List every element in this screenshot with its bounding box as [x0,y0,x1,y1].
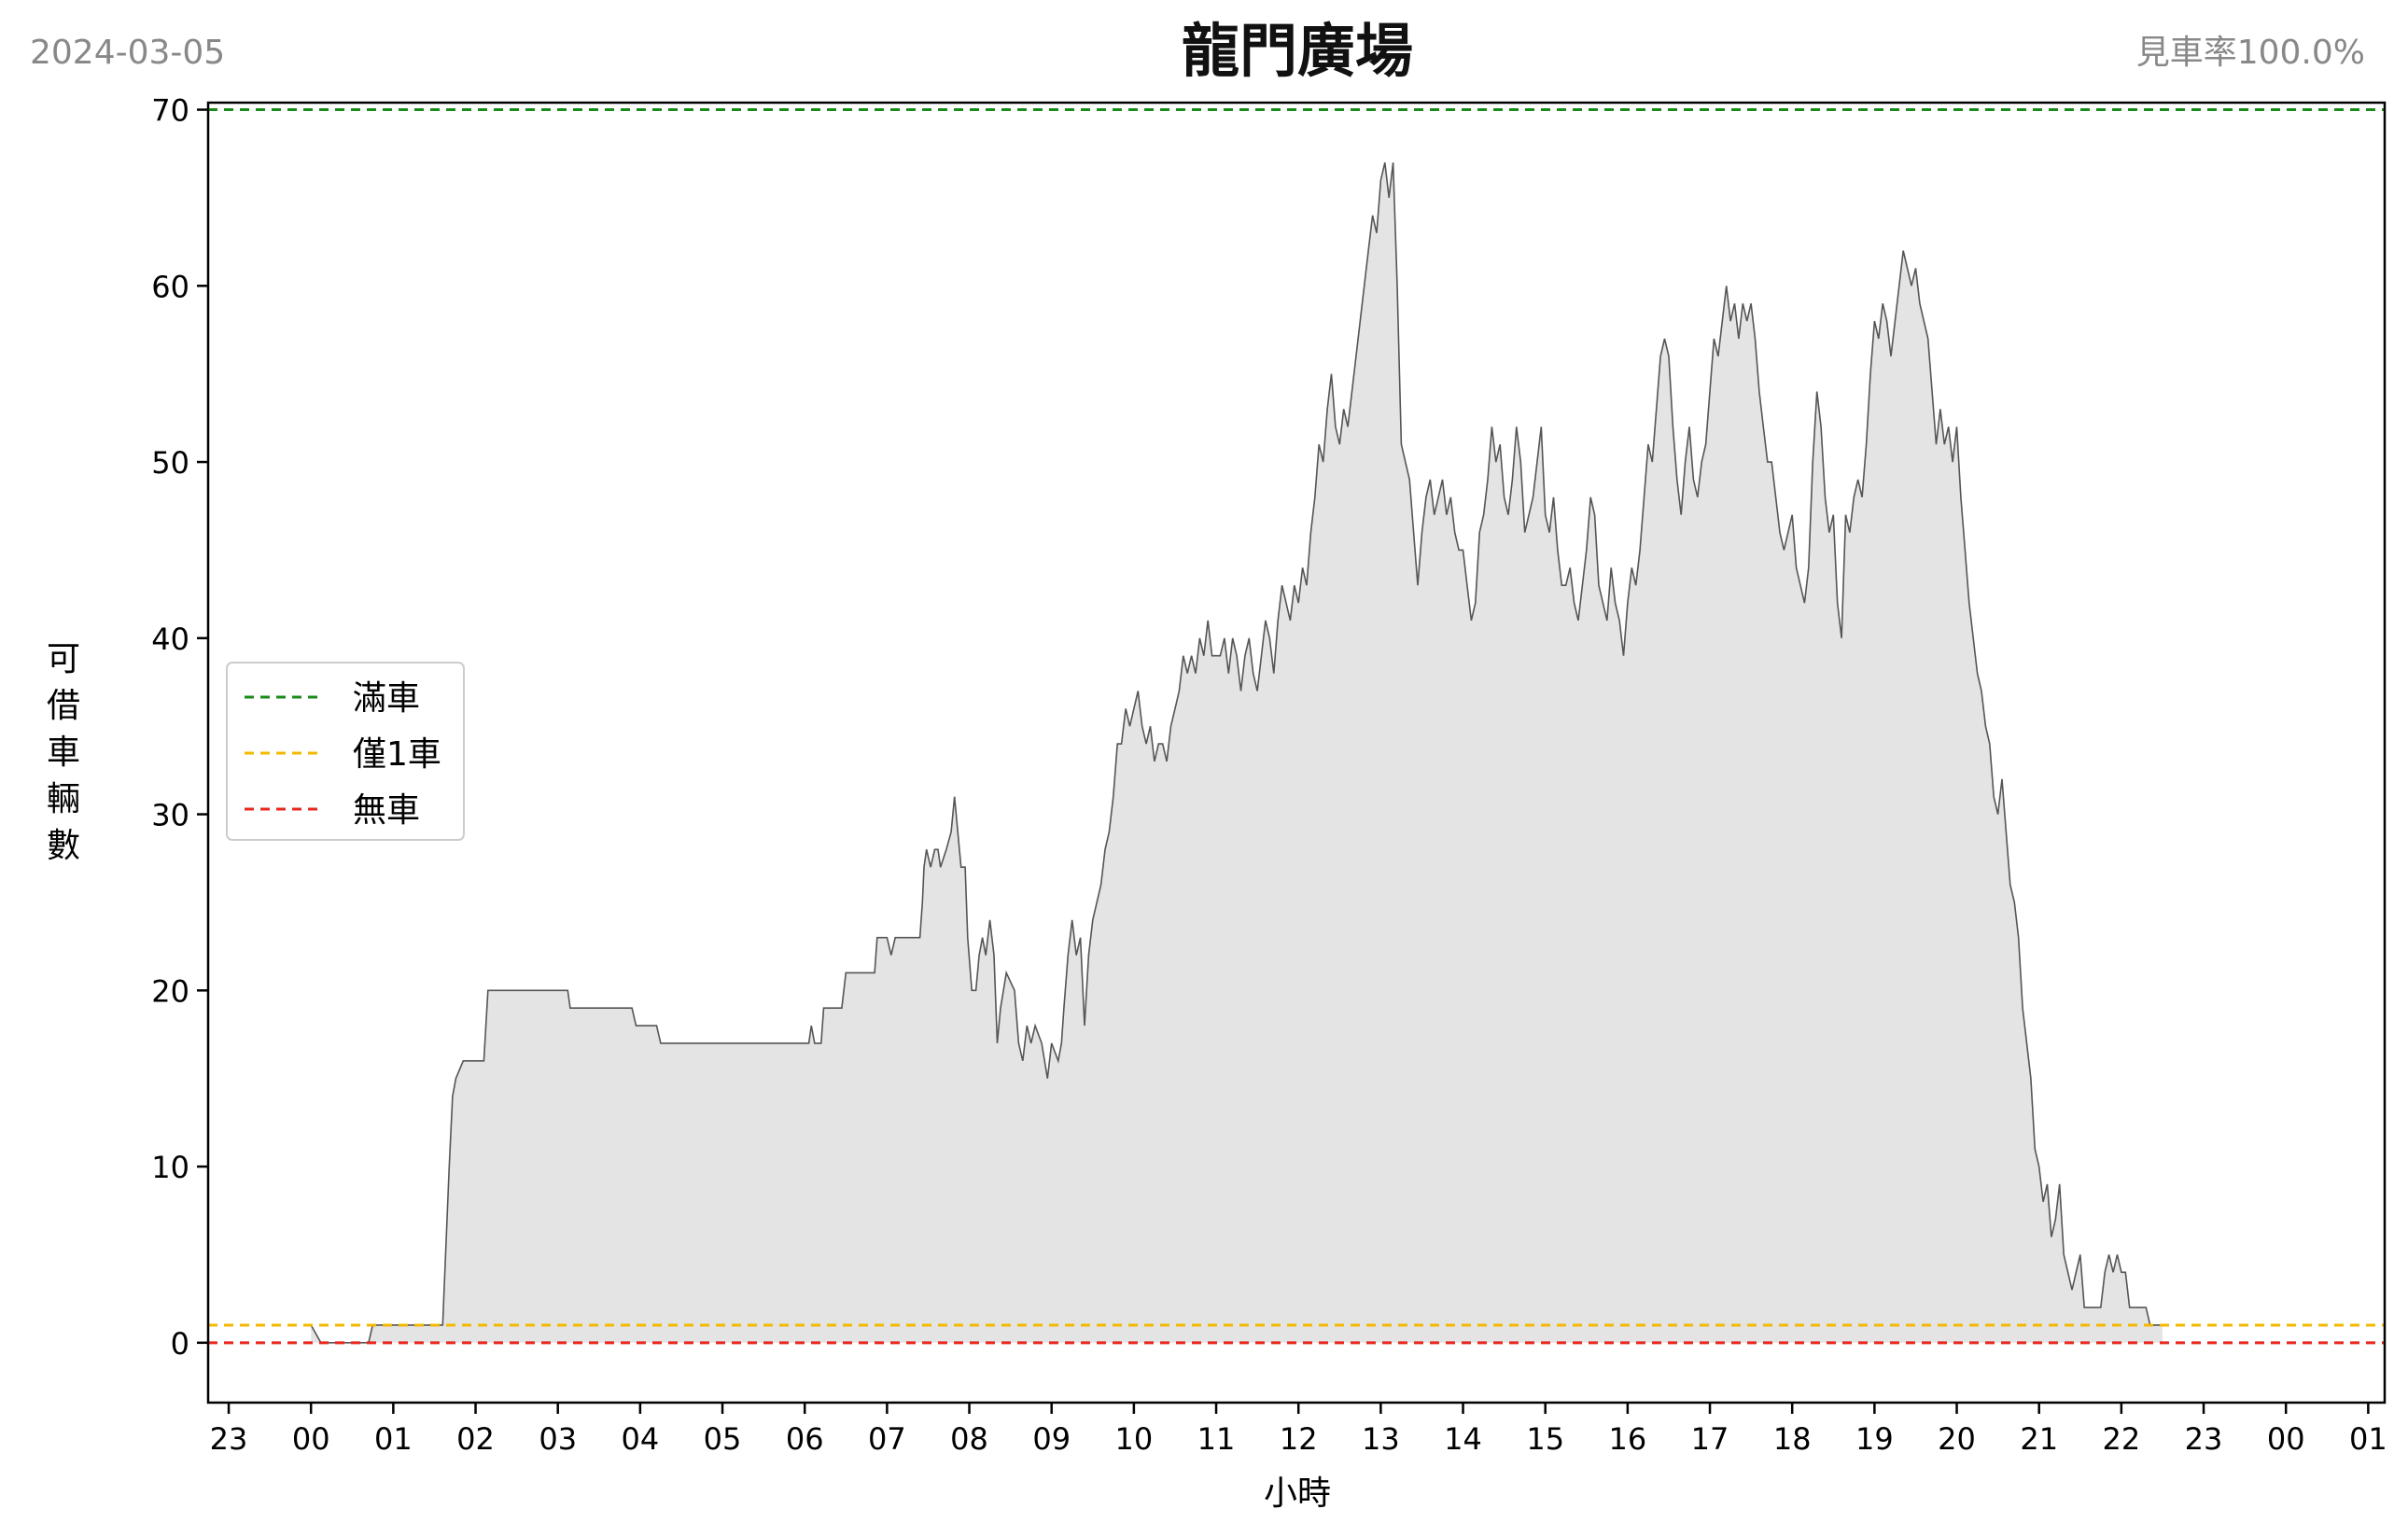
y-tick-label: 60 [151,269,189,304]
x-axis-label: 小時 [1264,1474,1331,1513]
x-tick-label: 00 [2267,1421,2305,1457]
legend-box [226,662,465,841]
x-tick-label: 13 [1362,1421,1400,1457]
y-tick-label: 50 [151,445,189,481]
y-tick-label: 40 [151,622,189,657]
x-tick-label: 07 [868,1421,906,1457]
x-tick-label: 05 [704,1421,742,1457]
y-axis-label-char: 借 [47,687,80,725]
x-tick-label: 06 [786,1421,824,1457]
x-tick-label: 17 [1691,1421,1729,1457]
legend-label-2: 無車 [353,791,420,830]
x-tick-label: 08 [950,1421,988,1457]
y-axis-label-char: 數 [47,827,80,865]
x-tick-label: 15 [1526,1421,1564,1457]
x-tick-label: 16 [1609,1421,1647,1457]
y-axis-label-char: 可 [47,640,80,678]
x-tick-label: 18 [1773,1421,1812,1457]
x-tick-label: 19 [1855,1421,1894,1457]
x-tick-label: 00 [292,1421,330,1457]
x-tick-label: 21 [2020,1421,2058,1457]
availability-label: 見車率100.0% [2136,34,2365,72]
x-tick-label: 04 [622,1421,660,1457]
x-tick-label: 11 [1197,1421,1236,1457]
plot-frame [206,101,2387,1404]
legend-label-0: 滿車 [353,679,420,718]
plot-content [208,108,2385,1345]
y-tick-label: 10 [151,1150,189,1185]
date-label: 2024-03-05 [30,34,225,72]
x-tick-label: 09 [1032,1421,1071,1457]
y-tick-label: 0 [171,1326,189,1362]
x-tick-label: 14 [1444,1421,1482,1457]
y-tick-label: 30 [151,798,189,833]
legend-label-1: 僅1車 [353,735,441,774]
x-tick-label: 22 [2103,1421,2141,1457]
x-tick-label: 02 [456,1421,495,1457]
chart-title: 龍門廣場 [1182,17,1413,85]
x-tick-label: 20 [1938,1421,1976,1457]
availability-line [310,162,2163,1344]
x-tick-label: 10 [1115,1421,1154,1457]
x-tick-label: 23 [2185,1421,2223,1457]
x-tick-label: 01 [374,1421,413,1457]
x-tick-label: 03 [539,1421,577,1457]
x-tick-label: 12 [1280,1421,1318,1457]
availability-area [311,162,2163,1343]
x-tick-label: 01 [2349,1421,2387,1457]
y-axis-label-char: 車 [47,734,80,772]
y-axis-label-char: 輛 [47,780,80,818]
y-tick-label: 20 [151,973,189,1009]
x-tick-label: 23 [210,1421,248,1457]
y-tick-label: 70 [151,93,189,129]
